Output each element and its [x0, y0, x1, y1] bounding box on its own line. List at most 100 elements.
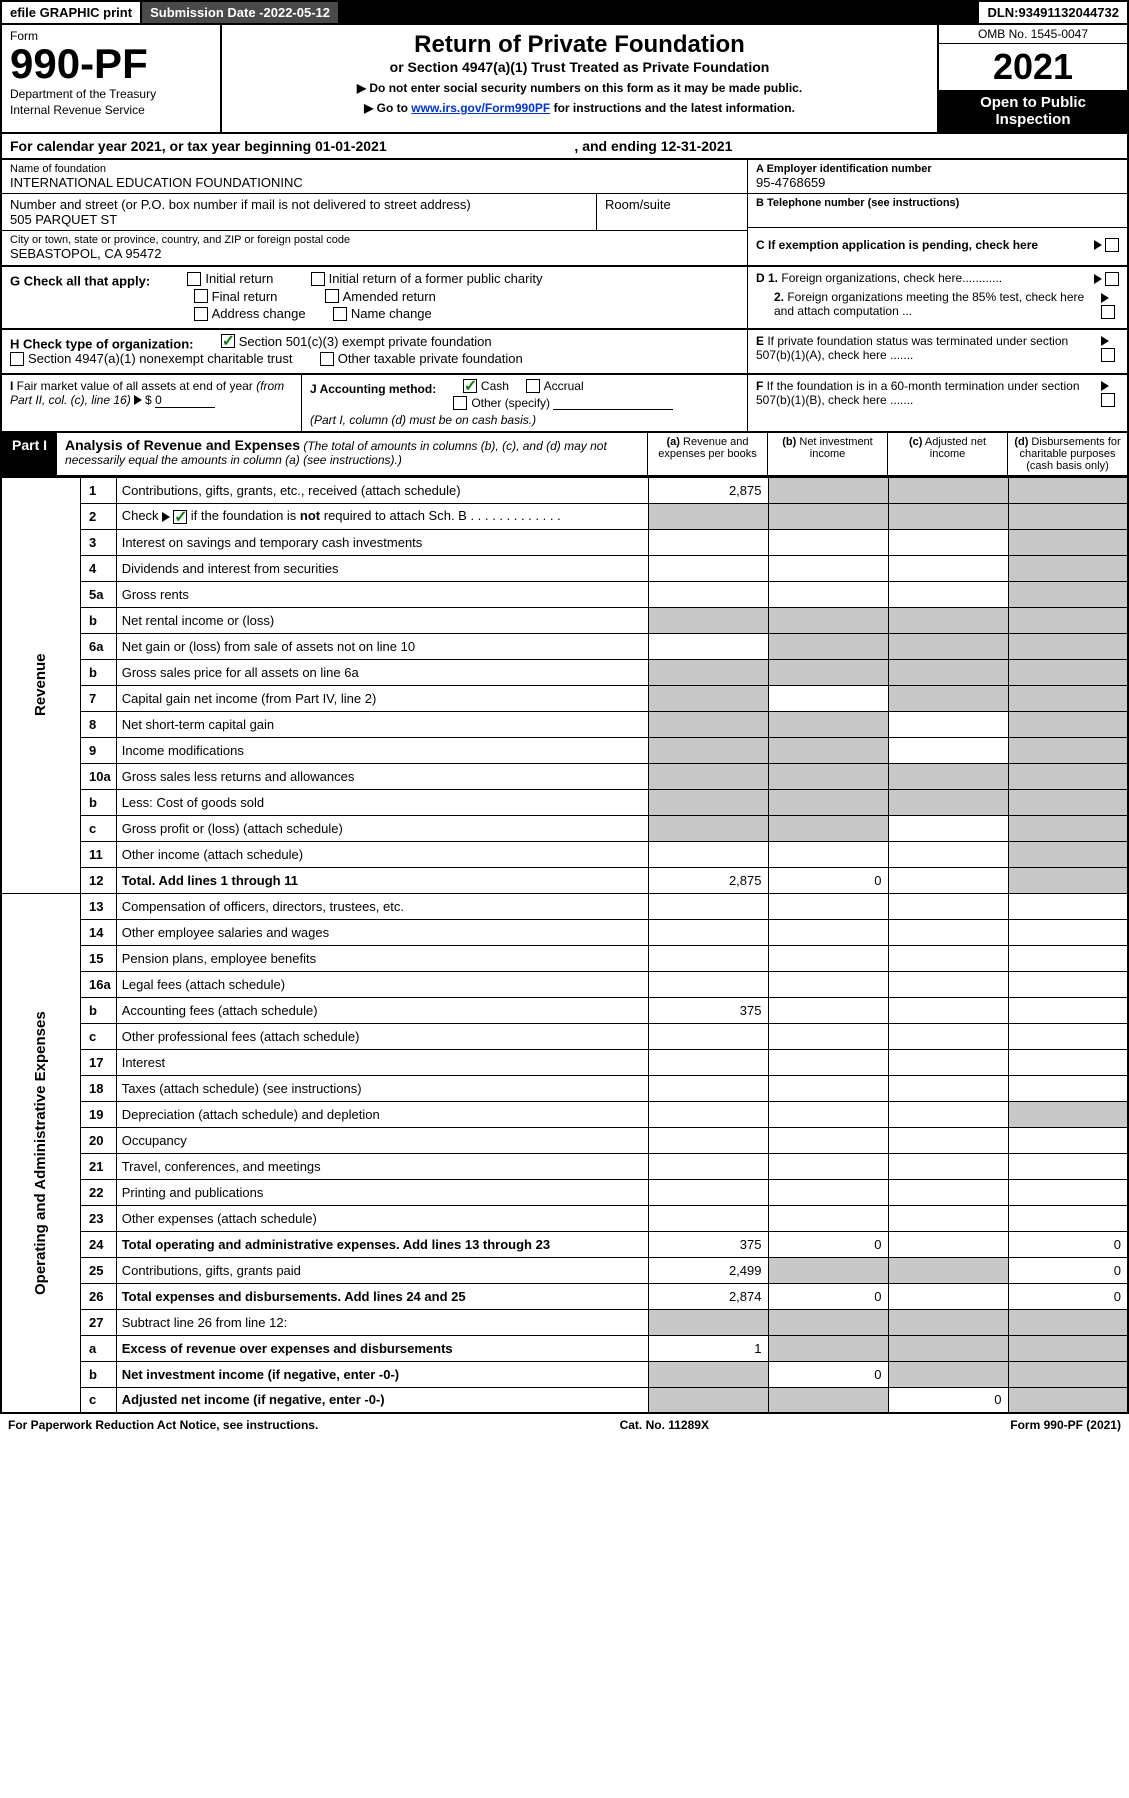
omb-number: OMB No. 1545-0047 [939, 25, 1127, 44]
part1-table: Revenue1Contributions, gifts, grants, et… [0, 477, 1129, 1415]
table-row: 16aLegal fees (attach schedule) [1, 971, 1128, 997]
checkbox-d2[interactable] [1101, 305, 1115, 319]
cell-col-c [888, 1153, 1008, 1179]
checkbox-other-taxable[interactable] [320, 352, 334, 366]
row-number: b [81, 607, 117, 633]
arrow-icon [1101, 381, 1109, 391]
cell-col-a [648, 789, 768, 815]
f-60month: F If the foundation is in a 60-month ter… [747, 375, 1127, 431]
row-number: c [81, 1387, 117, 1413]
cell-col-a [648, 555, 768, 581]
row-desc: Check if the foundation is not required … [116, 503, 648, 529]
row-number: 1 [81, 477, 117, 503]
cell-col-d [1008, 555, 1128, 581]
spacer [340, 2, 977, 23]
cell-col-d [1008, 893, 1128, 919]
cell-col-d [1008, 529, 1128, 555]
table-row: 12Total. Add lines 1 through 112,8750 [1, 867, 1128, 893]
row-number: 11 [81, 841, 117, 867]
cell-col-a [648, 841, 768, 867]
address-row: Number and street (or P.O. box number if… [2, 194, 747, 231]
row-number: 6a [81, 633, 117, 659]
cell-col-b: 0 [768, 1231, 888, 1257]
cell-col-b [768, 815, 888, 841]
cell-col-d [1008, 1387, 1128, 1413]
form-title-block: Return of Private Foundation or Section … [222, 25, 937, 132]
checkbox-d1[interactable] [1105, 272, 1119, 286]
row-desc: Contributions, gifts, grants, etc., rece… [116, 477, 648, 503]
cell-col-d [1008, 659, 1128, 685]
cell-col-a [648, 633, 768, 659]
row-desc: Net gain or (loss) from sale of assets n… [116, 633, 648, 659]
room-suite-label: Room/suite [605, 197, 739, 212]
row-number: 25 [81, 1257, 117, 1283]
row-desc: Gross rents [116, 581, 648, 607]
row-desc: Interest on savings and temporary cash i… [116, 529, 648, 555]
cell-col-c [888, 1075, 1008, 1101]
arrow-icon [162, 512, 170, 522]
cell-col-a [648, 711, 768, 737]
checkbox-name-change[interactable] [333, 307, 347, 321]
cell-col-a [648, 529, 768, 555]
row-desc: Net investment income (if negative, ente… [116, 1361, 648, 1387]
checkbox-schb[interactable] [173, 510, 187, 524]
table-row: 22Printing and publications [1, 1179, 1128, 1205]
entity-info: Name of foundation INTERNATIONAL EDUCATI… [0, 160, 1129, 267]
arrow-icon [1094, 240, 1102, 250]
row-desc: Interest [116, 1049, 648, 1075]
row-number: 14 [81, 919, 117, 945]
cell-col-d [1008, 1361, 1128, 1387]
checkbox-c[interactable] [1105, 238, 1119, 252]
checkbox-501c3[interactable] [221, 334, 235, 348]
cell-col-d [1008, 1205, 1128, 1231]
row-desc: Pension plans, employee benefits [116, 945, 648, 971]
checkbox-f[interactable] [1101, 393, 1115, 407]
row-number: b [81, 659, 117, 685]
cell-col-d [1008, 945, 1128, 971]
row-number: 3 [81, 529, 117, 555]
cell-col-c [888, 919, 1008, 945]
cell-col-c [888, 503, 1008, 529]
cell-col-a [648, 1075, 768, 1101]
cell-col-c [888, 815, 1008, 841]
checkbox-address-change[interactable] [194, 307, 208, 321]
cell-col-a [648, 659, 768, 685]
checkbox-cash[interactable] [463, 379, 477, 393]
row-desc: Subtract line 26 from line 12: [116, 1309, 648, 1335]
irs-link[interactable]: www.irs.gov/Form990PF [411, 101, 550, 115]
checkbox-other-method[interactable] [453, 396, 467, 410]
cell-col-c [888, 1127, 1008, 1153]
year-end: 12-31-2021 [661, 138, 733, 154]
checkbox-final-return[interactable] [194, 289, 208, 303]
checkbox-4947[interactable] [10, 352, 24, 366]
row-desc: Net short-term capital gain [116, 711, 648, 737]
goto-note: ▶ Go to www.irs.gov/Form990PF for instru… [228, 101, 931, 115]
table-row: 7Capital gain net income (from Part IV, … [1, 685, 1128, 711]
cell-col-d: 0 [1008, 1231, 1128, 1257]
cell-col-c [888, 711, 1008, 737]
cell-col-b [768, 893, 888, 919]
row-desc: Capital gain net income (from Part IV, l… [116, 685, 648, 711]
cell-col-c [888, 1283, 1008, 1309]
table-row: 20Occupancy [1, 1127, 1128, 1153]
checkbox-initial-return[interactable] [187, 272, 201, 286]
checkbox-accrual[interactable] [526, 379, 540, 393]
checkbox-initial-former[interactable] [311, 272, 325, 286]
cell-col-b [768, 971, 888, 997]
cell-col-c [888, 1361, 1008, 1387]
row-number: 5a [81, 581, 117, 607]
cell-col-c [888, 607, 1008, 633]
row-desc: Other professional fees (attach schedule… [116, 1023, 648, 1049]
cell-col-b [768, 633, 888, 659]
cell-col-c [888, 1179, 1008, 1205]
table-row: cAdjusted net income (if negative, enter… [1, 1387, 1128, 1413]
cell-col-a [648, 685, 768, 711]
cell-col-a [648, 581, 768, 607]
section-h-e: H Check type of organization: Section 50… [0, 330, 1129, 375]
table-row: 6aNet gain or (loss) from sale of assets… [1, 633, 1128, 659]
top-bar: efile GRAPHIC print Submission Date - 20… [0, 0, 1129, 25]
row-desc: Dividends and interest from securities [116, 555, 648, 581]
cell-col-d [1008, 607, 1128, 633]
checkbox-amended-return[interactable] [325, 289, 339, 303]
checkbox-e[interactable] [1101, 348, 1115, 362]
